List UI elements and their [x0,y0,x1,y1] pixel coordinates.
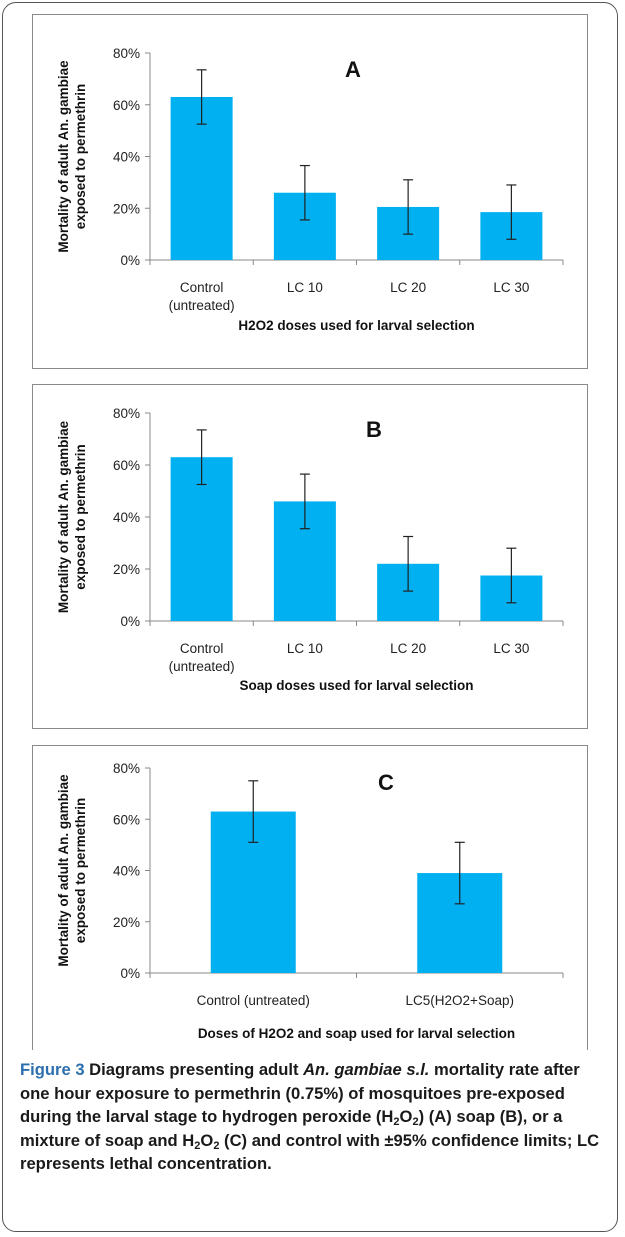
a-category-label: (untreated) [169,298,235,313]
b-y-tick-label: 80% [113,406,140,421]
chart-c: 0% 20% 40% 60% 80% Control (untreated) LC5(H2O… [56,761,564,1041]
a-y-axis-label: exposed to permethrin [73,84,88,230]
b-y-tick-label: 40% [113,510,140,525]
b-y-axis-label: Mortality of adult An. gambiae [56,420,71,613]
a-category-label: LC 30 [493,280,529,295]
b-category-label: Control [180,641,224,656]
c-y-tick-label: 40% [113,864,140,879]
a-y-tick-label: 20% [113,201,140,216]
c-y-axis-label: Mortality of adult An. gambiae [56,774,71,967]
b-category-label: LC 20 [390,641,426,656]
a-y-axis-label: Mortality of adult An. gambiae [56,60,71,253]
c-category-label: Control (untreated) [197,993,310,1008]
b-category-label: LC 30 [493,641,529,656]
a-x-axis-label: H2O2 doses used for larval selection [238,318,474,333]
figure-caption: Figure 3 Diagrams presenting adult An. g… [20,1060,600,1173]
c-y-tick-label: 0% [120,966,140,981]
c-chart-title: C [378,770,394,795]
b-y-tick-label: 20% [113,562,140,577]
chart-a: 0% 20% 40% 60% 80% Control (untreated) LC 10 LC … [56,46,564,333]
a-y-tick-label: 80% [113,46,140,61]
chart-panel-a: 0% 20% 40% 60% 80% Control (untreated) LC 10 LC … [32,14,588,369]
caption-label: Figure 3 [20,1060,85,1079]
a-category-label: LC 20 [390,280,426,295]
b-category-label: LC 10 [287,641,323,656]
b-y-tick-label: 0% [120,614,140,629]
b-x-axis-label: Soap doses used for larval selection [239,678,473,693]
c-y-axis-label: exposed to permethrin [73,798,88,944]
b-y-axis-label: exposed to permethrin [73,444,88,590]
a-chart-title: A [345,57,361,82]
caption-species: An. gambiae s.l. [303,1060,430,1079]
chart-panel-c: 0% 20% 40% 60% 80% Control (untreated) LC5(H2O… [32,745,588,1050]
c-x-axis-label: Doses of H2O2 and soap used for larval s… [198,1026,515,1041]
c-y-tick-label: 60% [113,812,140,827]
a-category-label: LC 10 [287,280,323,295]
c-y-tick-label: 20% [113,915,140,930]
b-chart-title: B [366,417,382,442]
b-category-label: (untreated) [169,659,235,674]
b-y-tick-label: 60% [113,458,140,473]
c-category-label: LC5(H2O2+Soap) [406,993,514,1008]
chart-b: 0% 20% 40% 60% 80% Control (untreated) LC 10 LC … [56,406,564,693]
c-y-tick-label: 80% [113,761,140,776]
a-y-tick-label: 40% [113,150,140,165]
a-y-tick-label: 60% [113,98,140,113]
a-y-tick-label: 0% [120,253,140,268]
chart-panel-b: 0% 20% 40% 60% 80% Control (untreated) LC 10 LC … [32,384,588,729]
a-category-label: Control [180,280,224,295]
